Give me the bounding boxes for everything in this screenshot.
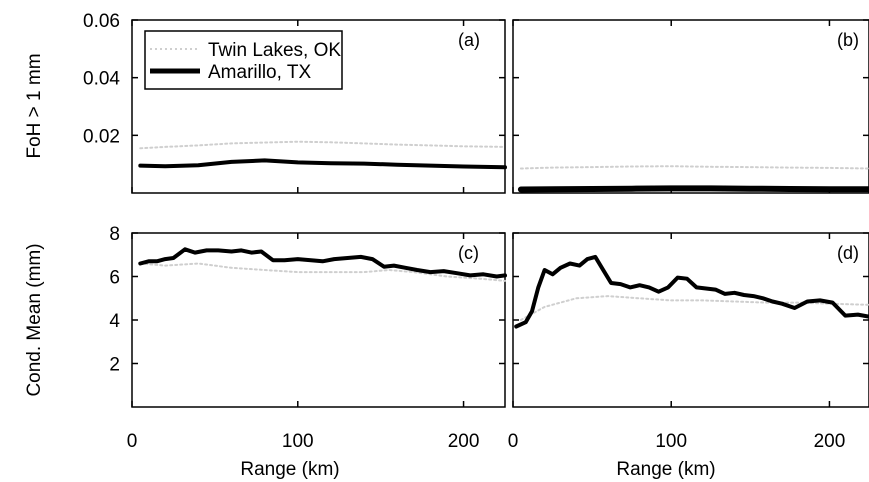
panel-a-ytick-label: 0.02 — [83, 126, 120, 147]
panel-c-xtick-label: 200 — [448, 431, 480, 452]
panel-b-label: (b) — [837, 30, 859, 50]
panel-a-series-twin-lakes-ok — [139, 140, 506, 150]
panel-b-series-amarillo-tx — [517, 185, 869, 193]
panel-c-ytick-label: 2 — [109, 355, 120, 376]
panel-c-series-twin-lakes-ok — [139, 262, 506, 282]
y-axis-label-bottom: Cond. Mean (mm) — [24, 243, 45, 396]
panel-d-xtick-label: 100 — [655, 431, 687, 452]
x-axis-label-left: Range (km) — [240, 459, 339, 480]
panel-d-series-amarillo-tx — [514, 254, 869, 329]
panel-c-xtick-label: 100 — [282, 431, 314, 452]
chart-marks: 0.02 0.04 0.06 2 4 6 8 0 100 200 0 100 200 — [83, 11, 869, 452]
x-axis-label-right: Range (km) — [616, 459, 715, 480]
legend-label-twin-lakes: Twin Lakes, OK — [208, 40, 341, 61]
panel-d-label: (d) — [837, 243, 859, 263]
legend-label-amarillo: Amarillo, TX — [208, 62, 311, 83]
legend: Twin Lakes, OK Amarillo, TX — [144, 30, 343, 90]
panel-a-label: (a) — [458, 30, 480, 50]
panel-c-label: (c) — [458, 243, 479, 263]
legend-box — [144, 30, 343, 90]
panel-d-xtick-label: 0 — [508, 431, 519, 452]
panel-c-ytick-label: 6 — [109, 268, 120, 289]
panel-c-series-amarillo-tx — [138, 247, 507, 279]
panel-a-ytick-label: 0.04 — [83, 69, 120, 90]
panel-a-ytick-label: 0.06 — [83, 11, 120, 32]
y-axis-label-top: FoH > 1 mm — [24, 53, 45, 158]
panel-a-frame — [131, 19, 506, 194]
panel-c-xtick-label: 0 — [127, 431, 138, 452]
panel-d-xtick-label: 200 — [814, 431, 846, 452]
panel-a-series-amarillo-tx — [138, 158, 507, 170]
panel-c-ytick-label: 4 — [109, 311, 120, 332]
panel-d-frame — [512, 232, 869, 408]
panel-c-ytick-label: 8 — [109, 224, 120, 245]
panel-b-frame — [512, 19, 869, 194]
panel-b-series-twin-lakes-ok — [519, 165, 869, 170]
